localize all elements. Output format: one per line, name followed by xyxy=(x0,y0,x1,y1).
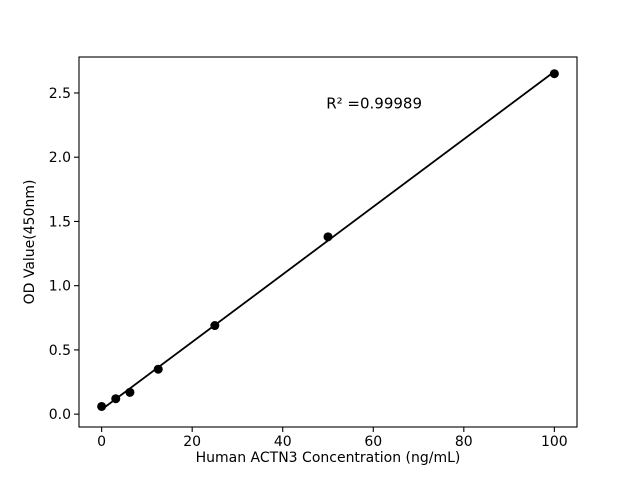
x-tick-label: 80 xyxy=(455,434,473,450)
data-point xyxy=(125,387,135,397)
x-tick-label: 0 xyxy=(97,434,106,450)
x-axis-label: Human ACTN3 Concentration (ng/mL) xyxy=(196,450,461,466)
y-tick-label: 1.5 xyxy=(49,214,71,230)
x-axis-ticks: 0 20 40 60 80 100 xyxy=(97,427,568,450)
data-point xyxy=(210,321,220,331)
axes-frame xyxy=(78,56,578,428)
y-tick-label: 0.5 xyxy=(49,343,71,359)
y-axis-ticks: 0.0 0.5 1.0 1.5 2.0 2.5 xyxy=(49,86,79,423)
data-point xyxy=(97,401,107,411)
data-point xyxy=(323,232,333,242)
y-tick-label: 0.0 xyxy=(49,407,71,423)
data-point xyxy=(153,364,163,374)
data-series xyxy=(97,69,559,411)
y-tick-label: 2.0 xyxy=(49,150,71,166)
x-tick-label: 20 xyxy=(183,434,201,450)
x-tick-label: 100 xyxy=(541,434,568,450)
y-tick-label: 2.5 xyxy=(49,86,71,102)
x-tick-label: 60 xyxy=(364,434,382,450)
data-point xyxy=(549,69,559,79)
x-tick-label: 40 xyxy=(274,434,292,450)
r-squared-annotation: R² =0.99989 xyxy=(326,94,422,112)
y-tick-label: 1.0 xyxy=(49,279,71,295)
data-point xyxy=(111,394,121,404)
y-axis-label: OD Value(450nm) xyxy=(22,180,38,305)
